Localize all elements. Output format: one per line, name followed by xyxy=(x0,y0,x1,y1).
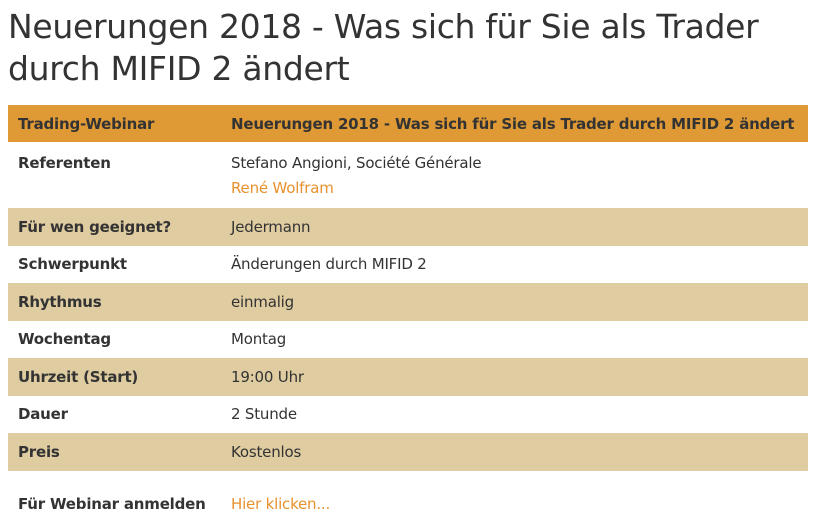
register-value: Hier klicken... xyxy=(221,483,808,521)
register-link[interactable]: Hier klicken... xyxy=(231,495,331,514)
table-header-row: Trading-Webinar Neuerungen 2018 - Was si… xyxy=(8,105,808,142)
table-row: Dauer 2 Stunde xyxy=(8,396,808,434)
table-row: Schwerpunkt Änderungen durch MIFID 2 xyxy=(8,246,808,284)
table-spacer xyxy=(8,471,808,483)
table-row-register: Für Webinar anmelden Hier klicken... xyxy=(8,483,808,521)
row-value: Jedermann xyxy=(231,217,311,236)
table-row: Für wen geeignet? Jedermann xyxy=(8,208,808,246)
speaker-link[interactable]: René Wolfram xyxy=(231,179,334,197)
row-label: Dauer xyxy=(18,405,68,424)
table-row: Rhythmus einmalig xyxy=(8,283,808,321)
row-value: 2 Stunde xyxy=(231,405,297,424)
page-title: Neuerungen 2018 - Was sich für Sie als T… xyxy=(8,7,759,88)
row-label: Für wen geeignet? xyxy=(18,217,172,236)
header-label: Trading-Webinar xyxy=(8,105,221,142)
row-label: Rhythmus xyxy=(18,292,102,311)
row-label: Uhrzeit (Start) xyxy=(18,367,139,386)
row-value: Montag xyxy=(231,330,287,349)
row-value: Änderungen durch MIFID 2 xyxy=(231,255,427,274)
register-label: Für Webinar anmelden xyxy=(18,495,206,514)
table-row: Preis Kostenlos xyxy=(8,433,808,471)
header-value: Neuerungen 2018 - Was sich für Sie als T… xyxy=(221,105,808,142)
row-value: 19:00 Uhr xyxy=(231,367,304,386)
speaker-name: Stefano Angioni, Société Générale xyxy=(231,154,482,172)
referenten-label: Referenten xyxy=(18,154,111,172)
table-row: Wochentag Montag xyxy=(8,321,808,359)
referenten-value: Stefano Angioni, Société Générale René W… xyxy=(221,142,808,208)
row-label: Schwerpunkt xyxy=(18,255,127,274)
row-label: Wochentag xyxy=(18,330,111,349)
row-value: Kostenlos xyxy=(231,442,302,461)
row-label: Preis xyxy=(18,442,60,461)
webinar-info-table: Trading-Webinar Neuerungen 2018 - Was si… xyxy=(8,105,808,520)
row-value: einmalig xyxy=(231,292,294,311)
table-row: Uhrzeit (Start) 19:00 Uhr xyxy=(8,358,808,396)
table-row-referenten: Referenten Stefano Angioni, Société Géné… xyxy=(8,142,808,208)
